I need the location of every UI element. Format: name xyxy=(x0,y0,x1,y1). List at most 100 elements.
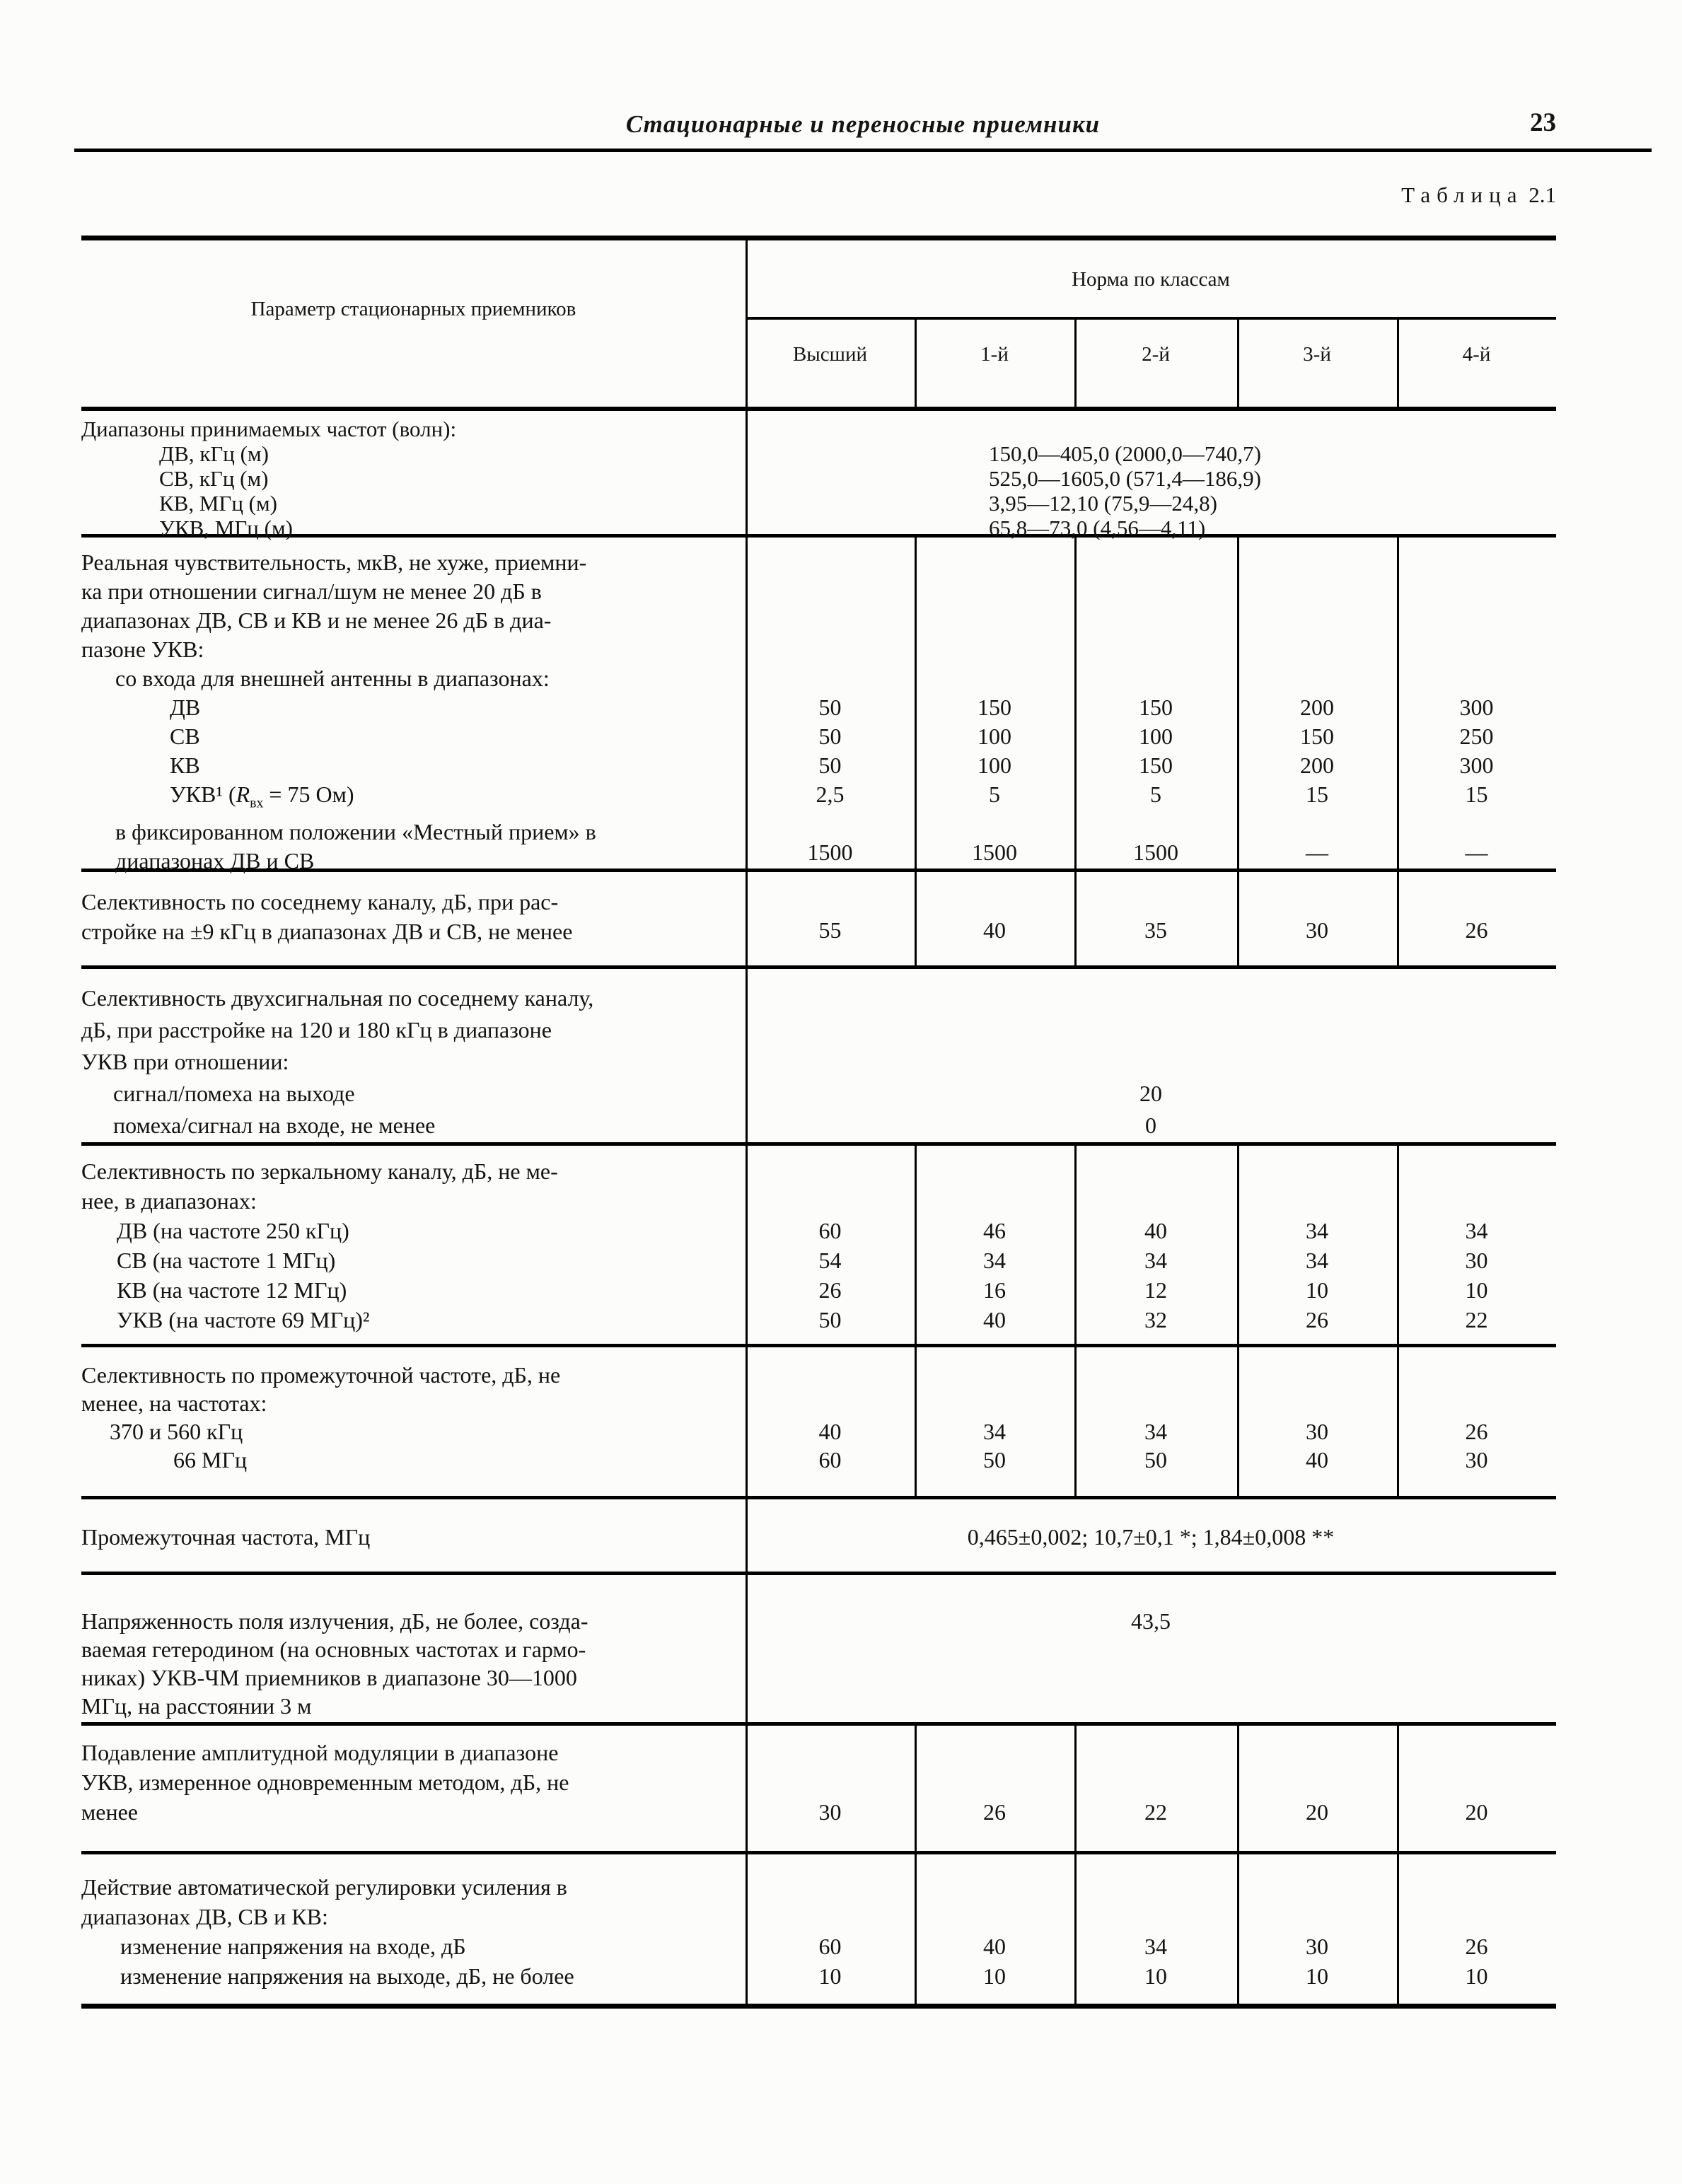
value: 60 xyxy=(818,1218,842,1243)
r6-item-1: 370 и 560 кГц xyxy=(110,1419,243,1444)
value: 30 xyxy=(1306,1419,1328,1444)
r10-values-class3: 30 10 xyxy=(1237,1932,1397,1991)
value: 50 xyxy=(818,724,842,749)
class-divider-r6-2 xyxy=(1074,1347,1077,1496)
r2-ukv-subscript: вх xyxy=(250,795,264,811)
spacer xyxy=(1074,809,1237,838)
value: 50 xyxy=(818,1307,842,1332)
value: — xyxy=(1306,840,1328,865)
row-radiation-field-strength: Напряженность поля излучения, дБ, не бол… xyxy=(81,1572,1556,1722)
r1-span-values: 150,0—405,0 (2000,0—740,7) 525,0—1605,0 … xyxy=(989,441,1261,540)
r2-values-class4: 300 250 300 15 — xyxy=(1397,693,1556,867)
class-header-4: 4-й xyxy=(1462,343,1491,366)
r5-values-class3: 34 34 10 26 xyxy=(1237,1216,1397,1335)
value: 12 xyxy=(1144,1277,1167,1303)
class-header-2: 2-й xyxy=(1142,343,1170,366)
class-divider-hdr-1 xyxy=(915,320,917,407)
value: 1500 xyxy=(1133,840,1178,865)
r6-values-class2: 34 50 xyxy=(1074,1417,1237,1474)
value: — xyxy=(1465,840,1488,865)
r5-values-class2: 40 34 12 32 xyxy=(1074,1216,1237,1335)
class-divider-r3-3 xyxy=(1237,872,1239,965)
r2-ukv-r-symbol: R xyxy=(236,782,250,807)
value: 55 xyxy=(818,917,842,943)
r2-sub-fixed-2: диапазонах ДВ и СВ xyxy=(115,848,315,874)
r10-values-class4: 26 10 xyxy=(1397,1932,1556,1991)
class-header-highest: Высший xyxy=(792,343,868,366)
class-divider-r10-1 xyxy=(915,1854,917,2004)
value: 30 xyxy=(1306,917,1328,943)
r3-value-class2: 35 xyxy=(1074,915,1237,945)
row-rule-6 xyxy=(81,1496,1556,1499)
value: 10 xyxy=(1306,1277,1328,1303)
r2-sub-fixed-1: в фиксированном положении «Местный прием… xyxy=(115,819,596,845)
value: 22 xyxy=(1465,1307,1488,1332)
r2-item-kv: КВ xyxy=(170,753,200,778)
value: 300 xyxy=(1459,695,1494,720)
r9-label-2: УКВ, измеренное одновременным методом, д… xyxy=(81,1770,569,1795)
table-top-rule xyxy=(81,236,1556,240)
r6-head-2: менее, на частотах: xyxy=(81,1390,267,1416)
r5-item-dv: ДВ (на частоте 250 кГц) xyxy=(117,1218,349,1243)
table-caption-number: 2.1 xyxy=(1529,182,1556,207)
r6-values-class1: 34 50 xyxy=(915,1417,1074,1474)
r2-head-2: ка при отношении сигнал/шум не менее 20 … xyxy=(81,579,542,604)
r5-item-kv: КВ (на частоте 12 МГц) xyxy=(117,1277,347,1303)
r4-head-2: дБ, при расстройке на 120 и 180 кГц в ди… xyxy=(81,1017,552,1042)
class-divider-r10-3 xyxy=(1237,1854,1239,2004)
value: 1500 xyxy=(807,840,853,865)
r1-range-ukv: 65,8—73,0 (4,56—4,11) xyxy=(989,516,1206,540)
class-divider-r9-1 xyxy=(915,1726,917,1851)
r1-range-sv: 525,0—1605,0 (571,4—186,9) xyxy=(989,466,1261,491)
class-divider-hdr-4 xyxy=(1397,320,1399,407)
value: 100 xyxy=(978,724,1011,749)
value: 300 xyxy=(1459,753,1494,778)
table-caption-word: Таблица xyxy=(1401,182,1524,207)
r2-head-1: Реальная чувствительность, мкВ, не хуже,… xyxy=(81,550,587,575)
r1-range-dv: 150,0—405,0 (2000,0—740,7) xyxy=(989,441,1261,466)
column-header-norm-group: Норма по классам xyxy=(1072,268,1230,291)
value: 30 xyxy=(1465,1447,1488,1473)
value: 150 xyxy=(1300,724,1334,749)
r5-head-1: Селективность по зеркальному каналу, дБ,… xyxy=(81,1158,558,1184)
page-number: 23 xyxy=(1530,108,1556,137)
value: 40 xyxy=(1144,1218,1167,1243)
row-rule-2 xyxy=(81,869,1556,872)
r9-label-1: Подавление амплитудной модуляции в диапа… xyxy=(81,1740,559,1765)
r8-span-value: 43,5 xyxy=(746,1607,1556,1635)
r9-value-class3: 20 xyxy=(1237,1797,1397,1827)
r5-values-class1: 46 34 16 40 xyxy=(915,1216,1074,1335)
value: 10 xyxy=(1144,1963,1167,1989)
value: 10 xyxy=(983,1963,1006,1989)
row-rule-1 xyxy=(81,534,1556,538)
class-divider-r5-3 xyxy=(1237,1146,1239,1344)
class-divider-r10-4 xyxy=(1397,1854,1399,2004)
value: 50 xyxy=(1144,1447,1167,1473)
r4-head-3: УКВ при отношении: xyxy=(81,1049,289,1074)
r4-span-values: 20 0 xyxy=(746,1078,1556,1142)
class-divider-r5-2 xyxy=(1074,1146,1077,1344)
row-rule-9 xyxy=(81,1851,1556,1854)
class-header-3: 3-й xyxy=(1303,343,1331,366)
value: 100 xyxy=(978,753,1011,778)
class-divider-r2-4 xyxy=(1397,538,1399,869)
r7-span-value: 0,465±0,002; 10,7±0,1 *; 1,84±0,008 ** xyxy=(746,1523,1556,1551)
r3-value-class3: 30 xyxy=(1237,915,1397,945)
r2-values-highest: 50 50 50 2,5 1500 xyxy=(746,693,915,867)
row-if-selectivity: Селективность по промежуточной частоте, … xyxy=(81,1344,1556,1496)
value: 30 xyxy=(1306,1934,1328,1959)
class-divider-r6-1 xyxy=(915,1347,917,1496)
r3-label-1: Селективность по соседнему каналу, дБ, п… xyxy=(81,889,559,914)
class-divider-r2-2 xyxy=(1074,538,1077,869)
spacer xyxy=(1237,809,1397,838)
value: 60 xyxy=(818,1447,842,1473)
r10-head-2: диапазонах ДВ, СВ и КВ: xyxy=(81,1904,328,1929)
r6-item-2: 66 МГц xyxy=(173,1447,248,1473)
table-bottom-rule xyxy=(81,2004,1556,2009)
value: 26 xyxy=(983,1799,1006,1825)
spacer xyxy=(915,809,1074,838)
value: 35 xyxy=(1144,917,1167,943)
running-head: Стационарные и переносные приемники xyxy=(625,110,1101,138)
r1-item-ukv: УКВ, МГц (м) xyxy=(159,516,293,540)
